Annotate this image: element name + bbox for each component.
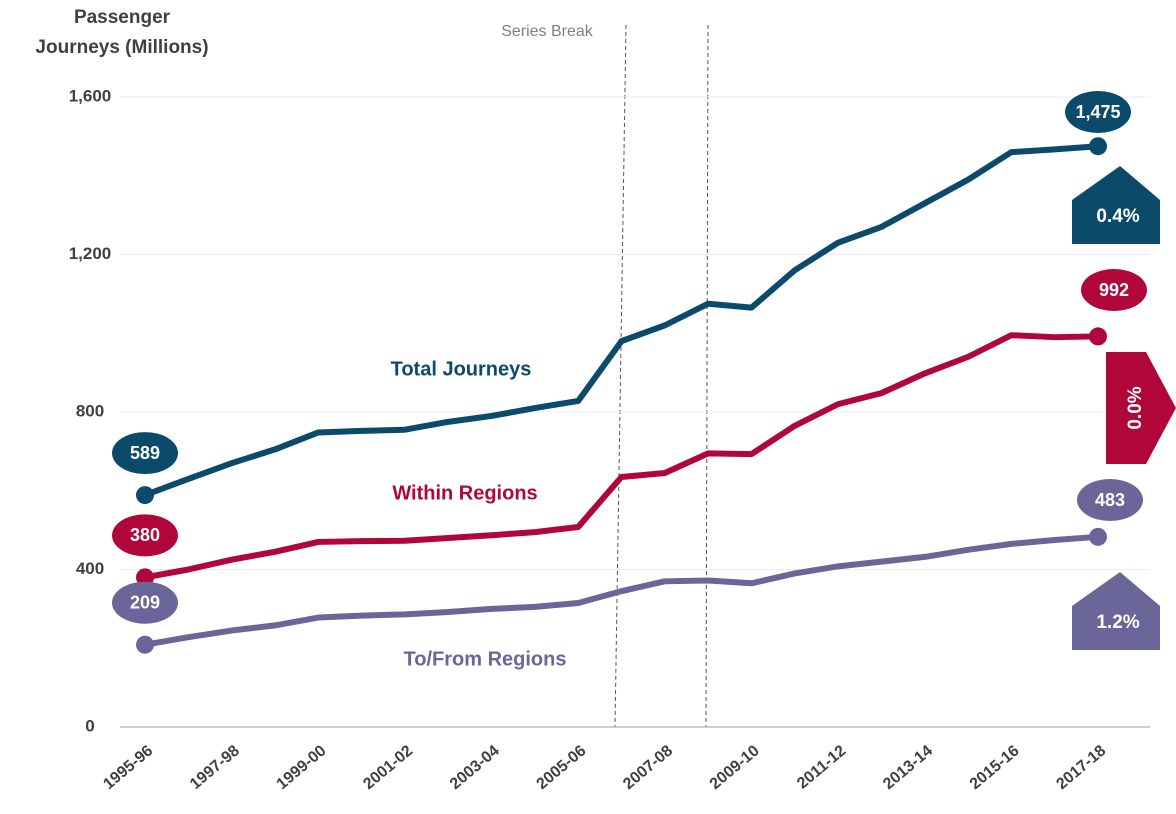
x-tick-label: 2009-10: [707, 742, 763, 793]
y-axis-title: Journeys (Millions): [35, 37, 208, 58]
y-tick-label: 1,200: [69, 244, 112, 263]
data-label: 483: [1095, 490, 1125, 510]
end-point: [1089, 527, 1107, 546]
x-tick-label: 2017-18: [1053, 742, 1109, 793]
series-break-line: [705, 24, 709, 728]
end-point: [136, 635, 154, 654]
label-bubble: [1065, 91, 1131, 133]
change-arrow: [1106, 352, 1176, 464]
x-tick-label: 2011-12: [794, 742, 849, 792]
change-label: 0.4%: [1096, 206, 1139, 227]
data-label: 209: [130, 592, 160, 612]
y-tick-label: 800: [76, 401, 104, 420]
series-label: Total Journeys: [391, 358, 532, 380]
x-tick-label: 1997-98: [187, 742, 243, 793]
y-tick-label: 400: [76, 559, 104, 578]
end-point: [136, 486, 154, 505]
series-line: [143, 143, 1099, 498]
end-point: [136, 568, 154, 587]
x-tick-label: 2013-14: [880, 742, 936, 793]
change-label: 0.0%: [1125, 386, 1146, 429]
x-tick-label: 2003-04: [447, 742, 503, 793]
annotation: Series Break: [501, 23, 594, 40]
data-label: 589: [130, 443, 160, 463]
change-arrow: [1072, 166, 1160, 244]
x-tick-label: 1999-00: [274, 742, 330, 793]
y-axis-title: Passenger: [74, 7, 171, 28]
change-arrow: [1072, 572, 1160, 650]
series-label: Within Regions: [392, 482, 537, 504]
y-tick-label: 0: [85, 716, 94, 735]
series-line: [144, 332, 1099, 581]
data-label: 1,475: [1075, 102, 1120, 122]
data-label: 992: [1099, 280, 1129, 300]
series-line: [144, 533, 1099, 648]
end-point: [1089, 137, 1107, 156]
x-tick-label: 1995-96: [100, 742, 156, 793]
label-bubble: [112, 432, 178, 475]
change-label: 1.2%: [1096, 612, 1139, 633]
x-tick-label: 2007-08: [620, 742, 676, 793]
label-bubble: [112, 581, 178, 624]
x-tick-label: 2015-16: [967, 742, 1023, 793]
x-tick-label: 2005-06: [534, 742, 590, 793]
label-bubble: [112, 514, 178, 557]
series-break-line: [614, 24, 627, 728]
y-tick-label: 1,600: [69, 86, 112, 105]
label-bubble: [1077, 479, 1143, 521]
series-label: To/From Regions: [404, 648, 567, 670]
x-tick-label: 2001-02: [360, 742, 416, 793]
end-point: [1089, 327, 1107, 346]
label-bubble: [1081, 269, 1147, 311]
data-label: 380: [130, 525, 160, 545]
